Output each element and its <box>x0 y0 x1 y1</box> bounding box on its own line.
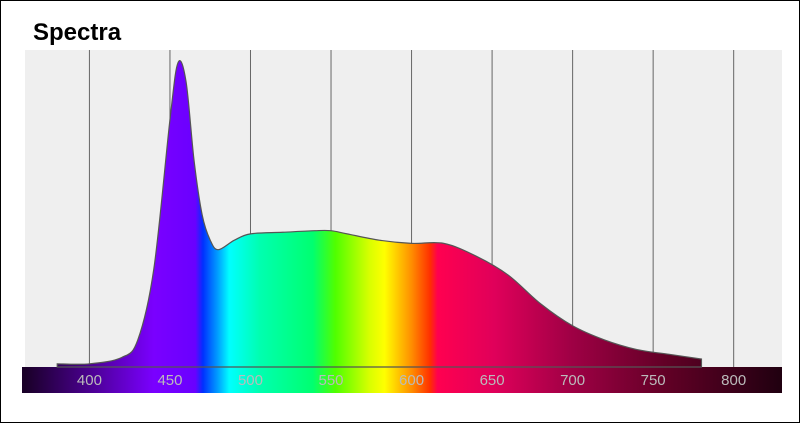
x-tick-label: 650 <box>480 372 505 389</box>
color-bar <box>22 367 782 393</box>
chart-title: Spectra <box>33 19 122 46</box>
x-tick-label: 400 <box>77 372 102 389</box>
x-tick-label: 750 <box>641 372 666 389</box>
x-tick-label: 450 <box>157 372 182 389</box>
x-tick-label: 600 <box>399 372 424 389</box>
spectrum-area <box>56 60 703 368</box>
x-tick-label: 800 <box>721 372 746 389</box>
x-tick-label: 500 <box>238 372 263 389</box>
x-tick-label: 550 <box>319 372 344 389</box>
x-tick-label: 700 <box>560 372 585 389</box>
